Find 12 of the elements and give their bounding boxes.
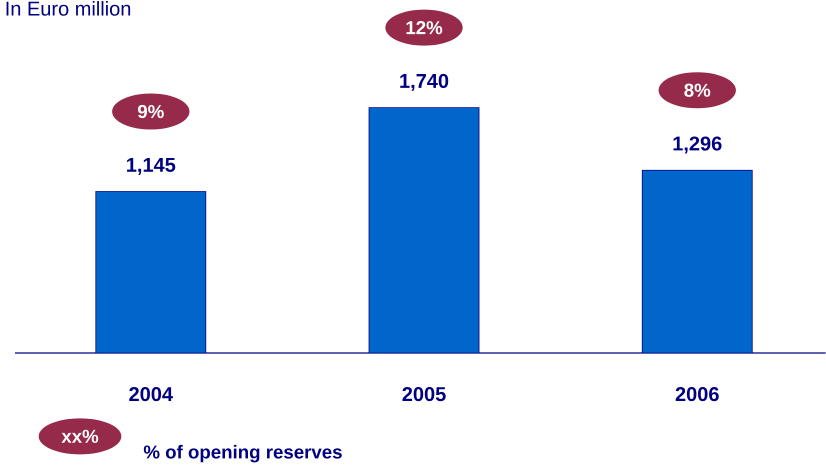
x-tick-label: 2004 bbox=[129, 387, 173, 402]
chart-subtitle: In Euro million bbox=[6, 1, 130, 16]
data-label: 1,145 bbox=[127, 158, 176, 175]
x-tick-label: 2006 bbox=[676, 387, 719, 402]
x-tick-label: 2005 bbox=[402, 387, 446, 402]
text: xx% bbox=[61, 430, 98, 443]
data-label: 1,740 bbox=[400, 74, 448, 91]
data-label: 1,296 bbox=[673, 136, 722, 154]
text: 12% bbox=[406, 21, 442, 34]
text: % of opening reserves bbox=[144, 444, 342, 462]
text: 8% bbox=[684, 84, 710, 97]
annotation: 9% bbox=[138, 104, 164, 118]
